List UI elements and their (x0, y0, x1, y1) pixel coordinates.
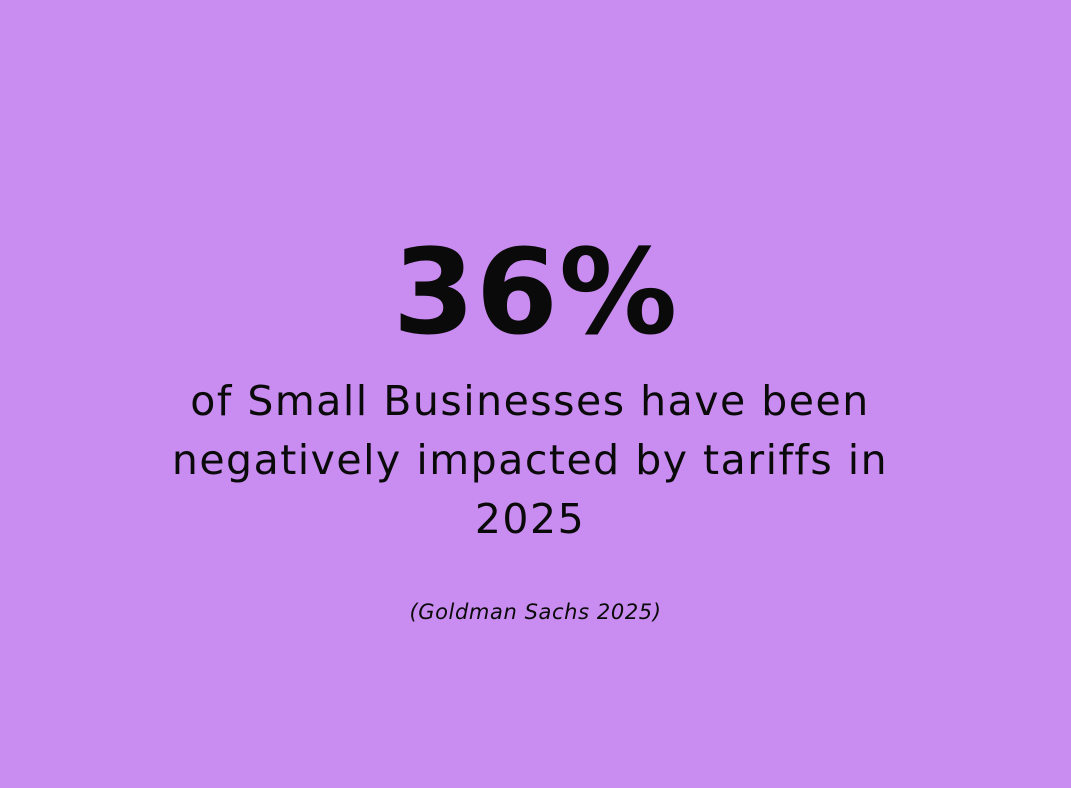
stat-description: of Small Businesses have been negatively… (171, 377, 889, 543)
stat-source: (Goldman Sachs 2025) (409, 600, 662, 624)
stat-value: 36% (392, 223, 679, 361)
